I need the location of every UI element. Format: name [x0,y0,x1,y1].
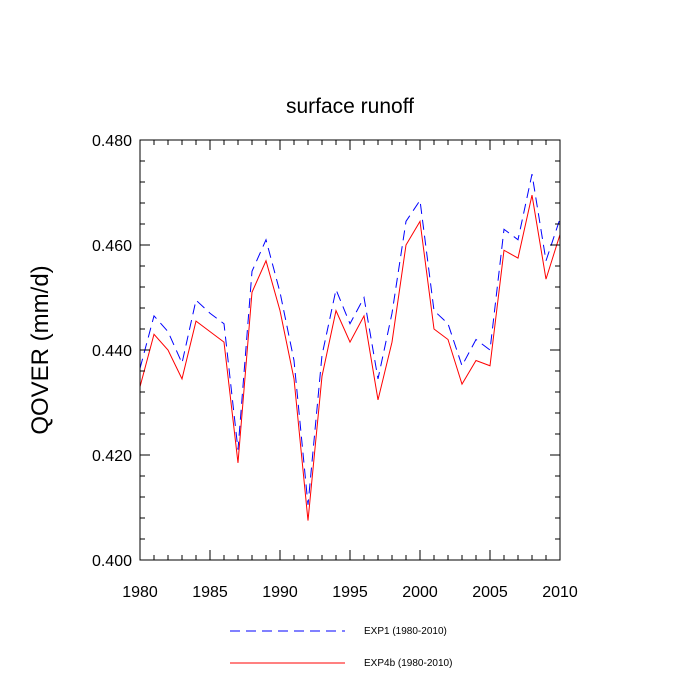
plot-frame [139,139,561,561]
y-tick-label: 0.400 [92,553,132,570]
x-tick-label: 1990 [262,584,298,601]
y-tick-label: 0.460 [92,238,132,255]
series-line-exp1 [139,174,561,505]
x-tick-label: 2010 [542,584,578,601]
x-tick-label: 2005 [472,584,508,601]
x-tick-label: 2000 [402,584,438,601]
x-tick-label: 1980 [122,584,158,601]
series-line-exp4b [139,195,561,521]
legend: EXP1 (1980-2010) EXP4b (1980-2010) [230,626,452,669]
y-tick-label: 0.420 [92,448,132,465]
legend-label-exp1: EXP1 (1980-2010) [364,626,447,637]
x-tick-label: 1995 [332,584,368,601]
x-tick-label: 1985 [192,584,228,601]
ticks-layer: 1980 1985 1990 1995 2000 2005 2010 0.400 0.420 0.… [92,133,578,601]
chart-title: surface runoff [286,95,414,118]
series-layer [139,174,561,521]
y-axis-label: QOVER (mm/d) [27,265,54,434]
legend-label-exp4b: EXP4b (1980-2010) [364,658,452,669]
y-tick-label: 0.480 [92,133,132,150]
y-tick-label: 0.440 [92,343,132,360]
